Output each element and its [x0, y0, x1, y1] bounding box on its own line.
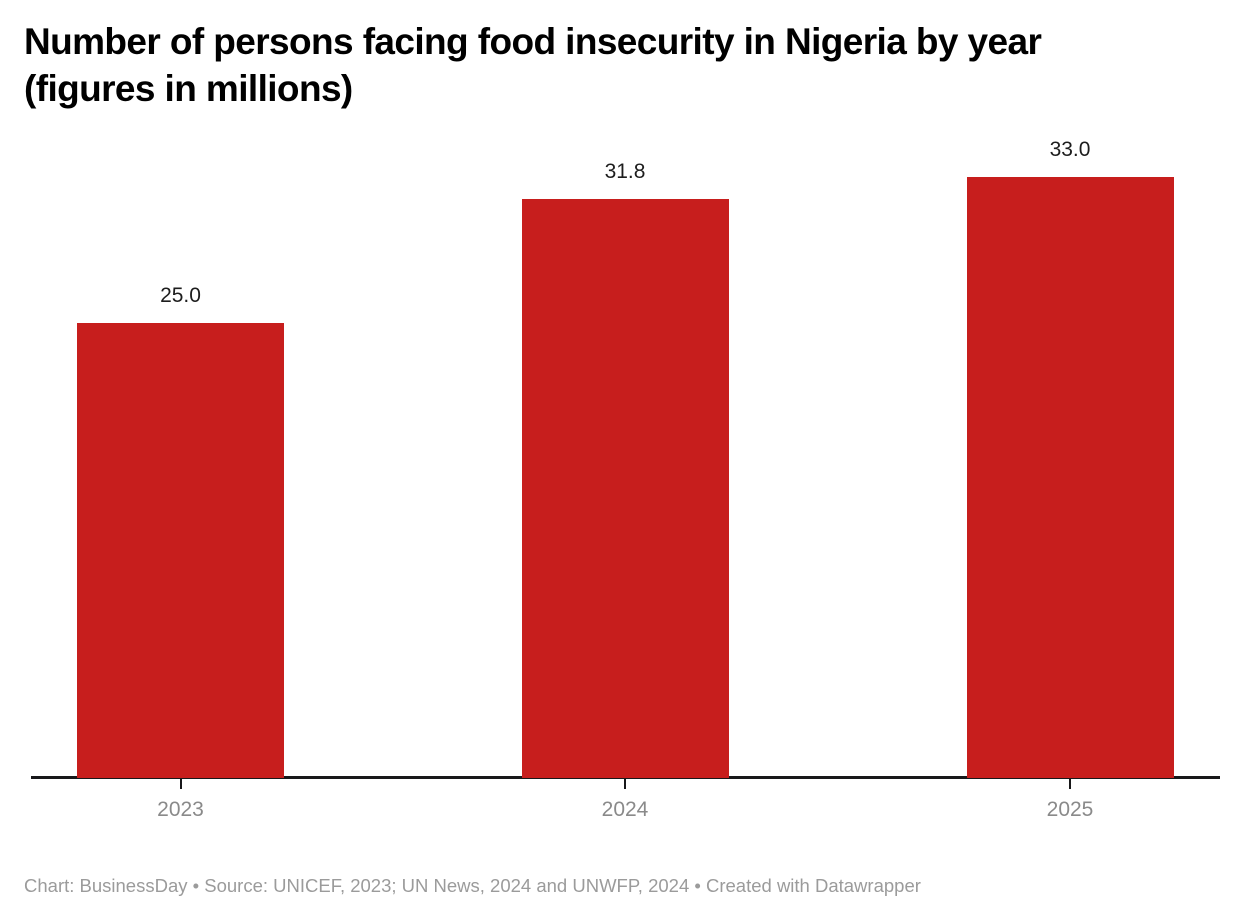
x-axis-label: 2023	[157, 798, 204, 821]
bar-2023	[77, 323, 284, 778]
x-axis-label: 2025	[1046, 798, 1094, 821]
bar-2024	[521, 199, 729, 778]
x-axis-tick	[179, 779, 182, 789]
attribution: Chart: BusinessDay • Source: UNICEF, 202…	[24, 875, 921, 896]
bar-2025	[966, 177, 1174, 778]
chart-title-line-2: (figures in millions)	[24, 68, 353, 109]
x-axis-label: 2024	[601, 798, 649, 821]
chart-title: Number of persons facing food insecurity…	[24, 18, 1220, 112]
bar-value-label: 25.0	[160, 284, 201, 307]
x-axis-tick	[624, 779, 626, 789]
chart-title-line-1: Number of persons facing food insecurity…	[24, 21, 1042, 62]
bar-value-label: 31.8	[604, 160, 646, 183]
bar-value-label: 33.0	[1049, 138, 1091, 161]
x-axis-tick	[1069, 779, 1071, 789]
